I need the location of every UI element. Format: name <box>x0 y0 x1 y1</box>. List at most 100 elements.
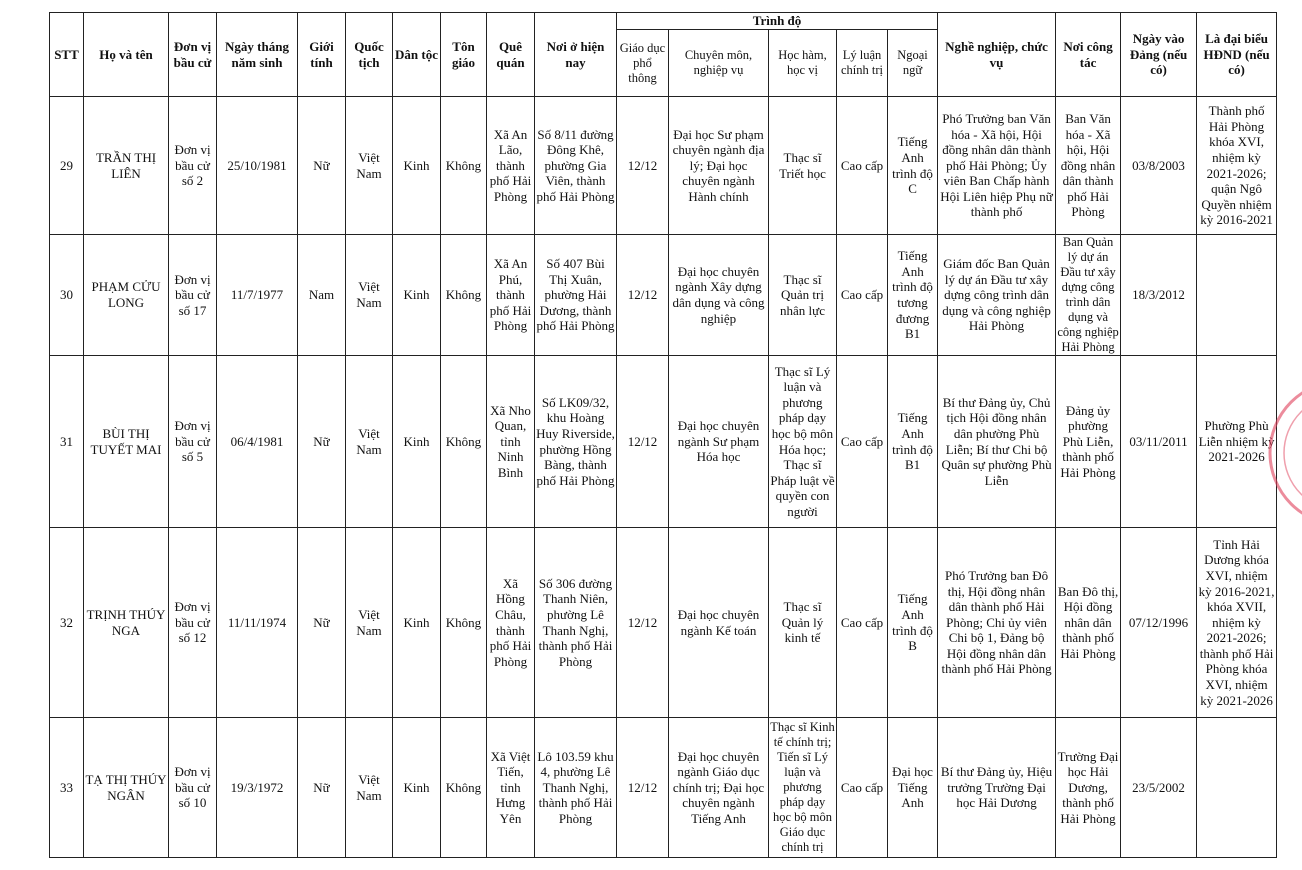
cell: 23/5/2002 <box>1120 717 1198 858</box>
cell: Thạc sĩ Triết học <box>768 96 837 235</box>
cell: Đại học Sư phạm chuyên ngành địa lý; Đại… <box>668 96 769 235</box>
cell: Số 407 Bùi Thị Xuân, phường Hải Dương, t… <box>534 234 617 356</box>
cell: Cao cấp <box>836 527 888 718</box>
cell: Số 306 đường Thanh Niên, phường Lê Thanh… <box>534 527 617 718</box>
cell: Việt Nam <box>345 527 393 718</box>
cell: Tiếng Anh trình độ tương đương B1 <box>886 234 939 356</box>
cell: Cao cấp <box>836 717 888 858</box>
cell: Đại học chuyên ngành Kế toán <box>668 527 769 718</box>
cell: Đơn vị bầu cử số 10 <box>168 717 217 858</box>
column-header: Quê quán <box>486 12 535 97</box>
cell: Nam <box>297 234 346 356</box>
column-header: Ngày vào Đảng (nếu có) <box>1120 12 1198 97</box>
cell: TẠ THỊ THÚY NGÂN <box>83 717 169 858</box>
cell: Việt Nam <box>345 234 393 356</box>
cell: Thạc sĩ Quản trị nhân lực <box>768 234 837 356</box>
cell: Đại học chuyên ngành Giáo dục chính trị;… <box>668 717 769 858</box>
cell: Cao cấp <box>836 355 888 528</box>
cell: Đơn vị bầu cử số 2 <box>168 96 217 235</box>
cell: Xã Việt Tiến, tỉnh Hưng Yên <box>486 717 535 858</box>
cell: Giám đốc Ban Quản lý dự án Đầu tư xây dự… <box>937 234 1057 356</box>
cell: Đảng ủy phường Phù Liễn, thành phố Hải P… <box>1055 355 1122 528</box>
cell: 03/8/2003 <box>1120 96 1198 235</box>
cell: Số LK09/32, khu Hoàng Huy Riverside, phư… <box>534 355 617 528</box>
cell: 32 <box>49 527 84 718</box>
cell: Thạc sĩ Kinh tế chính trị; Tiến sĩ Lý lu… <box>768 717 837 858</box>
cell: Việt Nam <box>345 355 393 528</box>
cell: Không <box>440 717 487 858</box>
column-header: Nghề nghiệp, chức vụ <box>937 12 1057 97</box>
cell: Tỉnh Hải Dương khóa XVI, nhiệm kỳ 2016-2… <box>1196 527 1278 718</box>
cell: Đại học chuyên ngành Xây dựng dân dụng v… <box>668 234 769 356</box>
cell: Số 8/11 đường Đông Khê, phường Gia Viên,… <box>534 96 617 235</box>
stamp <box>1268 391 1302 515</box>
cell: Ban Văn hóa - Xã hội, Hội đồng nhân dân … <box>1055 96 1122 235</box>
cell: 19/3/1972 <box>216 717 298 858</box>
column-header: STT <box>49 12 84 97</box>
cell: Phó Trưởng ban Đô thị, Hội đồng nhân dân… <box>937 527 1057 718</box>
column-header: Quốc tịch <box>345 12 393 97</box>
column-header: Chuyên môn, nghiệp vụ <box>668 29 769 97</box>
column-header: Ngày tháng năm sinh <box>216 12 298 97</box>
cell: Thạc sĩ Quản lý kinh tế <box>768 527 837 718</box>
column-header: Giáo dục phổ thông <box>616 29 669 97</box>
column-header: Lý luận chính trị <box>836 29 888 97</box>
cell: 18/3/2012 <box>1120 234 1198 356</box>
cell <box>1196 234 1278 356</box>
cell: Tiếng Anh trình độ B1 <box>886 355 939 528</box>
cell: Kinh <box>392 234 441 356</box>
cell: 12/12 <box>616 717 669 858</box>
column-header: Giới tính <box>297 12 346 97</box>
group-header: Trình độ <box>615 12 939 30</box>
cell: Bí thư Đảng ủy, Hiệu trưởng Trường Đại h… <box>937 717 1057 858</box>
cell: 06/4/1981 <box>216 355 298 528</box>
cell: Nữ <box>297 717 346 858</box>
cell: TRẦN THỊ LIÊN <box>83 96 169 235</box>
cell: Nữ <box>297 527 346 718</box>
cell: 12/12 <box>616 527 669 718</box>
cell: 12/12 <box>616 96 669 235</box>
cell: Đơn vị bầu cử số 5 <box>168 355 217 528</box>
cell: 11/11/1974 <box>216 527 298 718</box>
cell: 25/10/1981 <box>216 96 298 235</box>
cell: Không <box>440 234 487 356</box>
cell: Phường Phù Liễn nhiệm kỳ 2021-2026 <box>1196 355 1278 528</box>
column-header: Nơi ở hiện nay <box>534 12 617 97</box>
table-row: 29 TRẦN THỊ LIÊN Đơn vị bầu cử số 2 25/10/1… <box>49 96 1278 235</box>
cell: PHẠM CỬU LONG <box>83 234 169 356</box>
cell: Cao cấp <box>836 96 888 235</box>
cell: Ban Quản lý dự án Đầu tư xây dựng công t… <box>1055 234 1122 356</box>
cell: Đại học Tiếng Anh <box>886 717 939 858</box>
cell: Kinh <box>392 527 441 718</box>
cell: Không <box>440 96 487 235</box>
column-header: Là đại biểu HĐND (nếu có) <box>1196 12 1278 97</box>
cell: 33 <box>49 717 84 858</box>
cell: Đại học chuyên ngành Sư phạm Hóa học <box>668 355 769 528</box>
candidate-table: STT Họ và tên Đơn vị bầu cử Ngày tháng năm … <box>49 12 1278 858</box>
cell: Tiếng Anh trình độ C <box>886 96 939 235</box>
table-row: 30 PHẠM CỬU LONG Đơn vị bầu cử số 17 11/7/1… <box>49 234 1278 356</box>
cell: TRỊNH THÚY NGA <box>83 527 169 718</box>
cell: Xã Nho Quan, tỉnh Ninh Bình <box>486 355 535 528</box>
cell: 03/11/2011 <box>1120 355 1198 528</box>
cell: Không <box>440 355 487 528</box>
cell: 07/12/1996 <box>1120 527 1198 718</box>
table-row: 33 TẠ THỊ THÚY NGÂN Đơn vị bầu cử số 10 19/… <box>49 717 1278 858</box>
cell: Cao cấp <box>836 234 888 356</box>
cell: Kinh <box>392 717 441 858</box>
cell: BÙI THỊ TUYẾT MAI <box>83 355 169 528</box>
cell: 31 <box>49 355 84 528</box>
cell: Việt Nam <box>345 96 393 235</box>
column-header: Họ và tên <box>83 12 169 97</box>
cell: 29 <box>49 96 84 235</box>
column-header: Đơn vị bầu cử <box>168 12 217 97</box>
cell: Việt Nam <box>345 717 393 858</box>
cell: Bí thư Đảng ủy, Chủ tịch Hội đồng nhân d… <box>937 355 1057 528</box>
cell: Xã Hồng Châu, thành phố Hải Phòng <box>486 527 535 718</box>
column-header: Học hàm, học vị <box>768 29 837 97</box>
cell: 12/12 <box>616 355 669 528</box>
cell: Tiếng Anh trình độ B <box>886 527 939 718</box>
cell: Kinh <box>392 355 441 528</box>
cell <box>1196 717 1278 858</box>
